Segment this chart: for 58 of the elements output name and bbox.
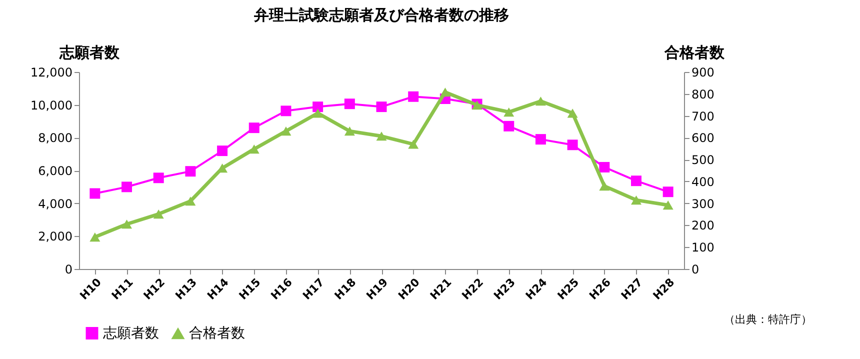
- legend-label: 志願者数: [103, 325, 159, 342]
- point: [376, 102, 387, 112]
- point: [185, 166, 196, 177]
- point: [122, 220, 132, 229]
- point: [440, 88, 450, 97]
- point: [90, 232, 100, 242]
- text: （出典：特許庁）: [724, 312, 812, 327]
- point: [408, 91, 419, 102]
- point: [153, 210, 164, 219]
- y2-tick-label: 200: [692, 218, 714, 233]
- y2-tick-label: 800: [692, 87, 714, 102]
- point: [344, 98, 355, 110]
- point: [153, 172, 164, 184]
- point: [248, 122, 260, 134]
- point: [312, 102, 324, 112]
- y-tick-label: 4,000: [38, 196, 72, 211]
- y2-tick-label: 500: [692, 153, 714, 168]
- point: [344, 126, 355, 136]
- point: [376, 132, 387, 141]
- y-tick-label: 6,000: [38, 164, 72, 178]
- point: [312, 108, 324, 118]
- point: [599, 162, 610, 172]
- point: [280, 126, 292, 136]
- point: [599, 182, 610, 191]
- y-tick-label: 0: [64, 262, 72, 276]
- y-axis-title: 志願者数: [58, 44, 120, 62]
- point: [662, 200, 674, 210]
- y2-tick-label: 300: [692, 196, 714, 211]
- point: [567, 140, 578, 150]
- point: [662, 186, 674, 198]
- point: [217, 164, 228, 173]
- y-tick-label: 12,000: [30, 66, 72, 80]
- y2-tick-label: 700: [692, 109, 714, 124]
- y2-tick-label: 100: [692, 240, 714, 255]
- y-tick-label: 2,000: [38, 230, 72, 244]
- point: [630, 176, 642, 186]
- point: [408, 140, 419, 149]
- chart-title: 弁理士試験志願者及び合格者数の推移: [253, 6, 509, 24]
- y-tick-label: 8,000: [38, 131, 72, 146]
- y2-tick-label: 0: [692, 262, 700, 276]
- point: [567, 108, 578, 118]
- y2-tick-label: 600: [692, 131, 714, 146]
- point: [122, 182, 132, 192]
- y2-tick-label: 900: [692, 66, 714, 80]
- y2-axis-title: 合格者数: [664, 44, 726, 62]
- point: [90, 188, 100, 199]
- point: [504, 120, 514, 132]
- legend-label: 合格者数: [189, 326, 245, 342]
- y-tick-label: 10,000: [30, 98, 72, 112]
- point: [248, 144, 260, 154]
- point: [535, 134, 546, 145]
- point: [504, 108, 514, 117]
- point: [217, 146, 228, 156]
- y2-tick-label: 400: [692, 174, 714, 189]
- point: [535, 96, 546, 106]
- point: [280, 106, 292, 116]
- point: [185, 196, 196, 206]
- point: [630, 196, 642, 205]
